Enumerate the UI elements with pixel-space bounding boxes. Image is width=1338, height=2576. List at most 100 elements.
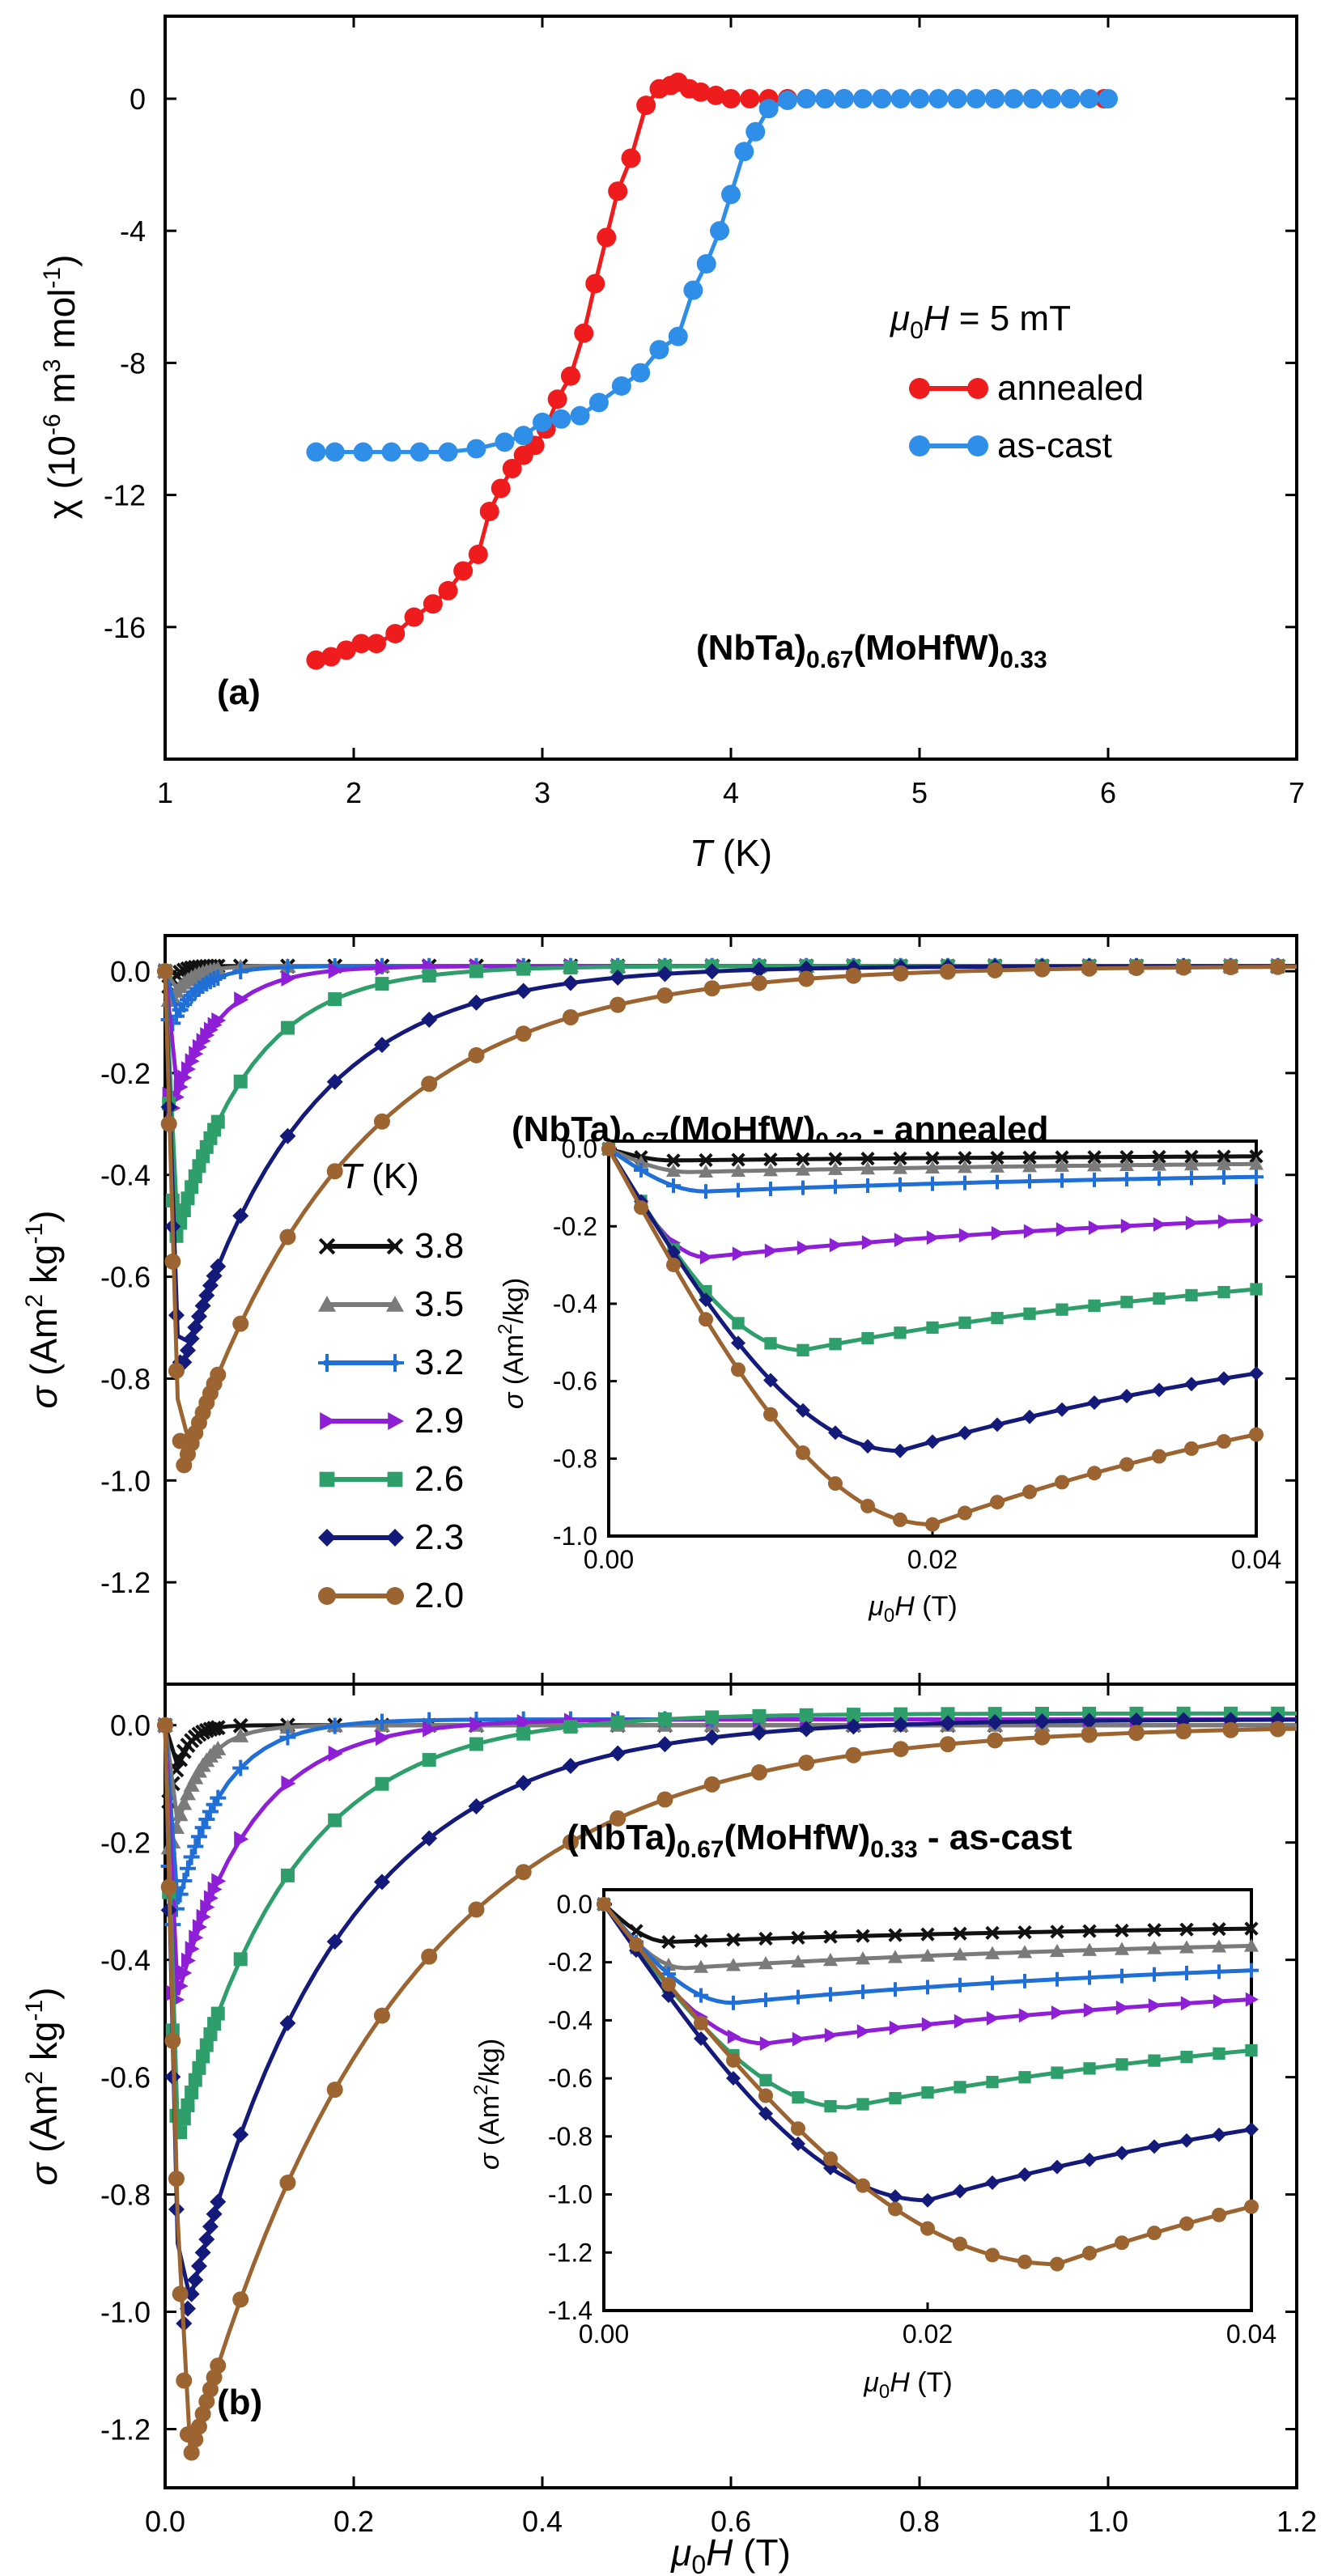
data-point [791, 1930, 805, 1945]
data-point [185, 1180, 199, 1195]
data-point [1152, 1382, 1166, 1398]
data-point [1152, 1157, 1166, 1171]
data-point [694, 1988, 708, 2003]
data-point [990, 1174, 1005, 1190]
data-point [176, 2111, 191, 2126]
data-point [947, 89, 967, 108]
data-point [928, 89, 949, 108]
y-tick-label: 0.0 [110, 1709, 151, 1742]
data-point [515, 1025, 532, 1042]
data-point [792, 2031, 805, 2047]
data-point [172, 1751, 189, 1768]
data-point [164, 2032, 181, 2049]
data-point [1185, 1216, 1199, 1231]
data-point [1222, 959, 1239, 976]
data-point [386, 1354, 404, 1372]
data-point [1212, 1922, 1226, 1937]
data-point [1175, 1723, 1192, 1740]
data-point [764, 1337, 777, 1350]
y-tick-label: -8 [120, 346, 146, 380]
data-point [210, 2006, 225, 2021]
data-point [610, 996, 627, 1013]
series-line [163, 1717, 1297, 1905]
data-point [1152, 1449, 1166, 1464]
data-point [232, 2126, 249, 2143]
inset-y-tick-label: -1.0 [548, 2180, 593, 2209]
data-point [1147, 2226, 1162, 2241]
data-point [328, 992, 342, 1007]
data-point [1148, 2054, 1161, 2067]
data-point [386, 1296, 404, 1312]
y-tick-label: -0.2 [100, 1057, 151, 1090]
data-point-stroke [828, 1152, 843, 1166]
data-point [1179, 1940, 1194, 1954]
legend-label: 3.5 [414, 1284, 464, 1324]
panel-b-label: (b) [217, 2383, 262, 2422]
data-point [210, 1114, 225, 1129]
data-point [176, 1795, 193, 1810]
data-point [1083, 2062, 1096, 2075]
inset-annealed-y-title: σ (Am2/kg) [495, 1278, 529, 1409]
data-point [1088, 1299, 1101, 1312]
data-point [610, 1715, 625, 1729]
data-point [991, 1311, 1004, 1325]
data-point [279, 1127, 296, 1144]
data-point [1055, 1402, 1069, 1417]
data-point-stroke [1179, 1922, 1194, 1937]
data-point [194, 2405, 211, 2422]
data-point [373, 2007, 390, 2024]
data-point [306, 442, 326, 462]
data-point [828, 1425, 843, 1441]
data-point [860, 1439, 875, 1454]
inset-series-T3.5 [601, 1141, 1264, 1178]
data-point [328, 962, 343, 979]
data-point [172, 1806, 189, 1822]
data-point [1115, 2145, 1129, 2161]
data-point [1050, 1943, 1064, 1958]
data-point [234, 991, 249, 1008]
y-tick-label: -0.4 [100, 1944, 151, 1977]
legend-t-title: T (K) [340, 1156, 419, 1196]
data-point [649, 340, 669, 360]
panel-b-chart: 0.0 -0.2 -0.4 -0.6 -0.8 -1.0 -1.2 0.0 0.2 0.4 0.6 0… [21, 934, 1317, 2576]
inset-y-tick-label: -1.0 [553, 1521, 597, 1551]
data-point [740, 89, 760, 108]
series-T2.9 [159, 957, 1297, 1117]
inset-x-tick-label: 0.02 [903, 2319, 953, 2349]
x-tick-label: 0.6 [711, 2505, 751, 2538]
data-point [985, 1946, 1000, 1959]
inset-x-tick-label: 0.00 [584, 1545, 634, 1574]
data-point [326, 1933, 343, 1950]
data-point [190, 2258, 207, 2275]
data-point [185, 1941, 200, 1958]
data-point [1079, 89, 1099, 108]
data-point [823, 1987, 838, 2002]
data-point [1217, 1434, 1231, 1449]
data-point-stroke [210, 1720, 226, 1736]
data-point [232, 1207, 249, 1224]
data-point [386, 1529, 404, 1547]
data-point [491, 478, 511, 499]
data-point [926, 1321, 939, 1335]
y-tick-label: 0 [130, 83, 146, 116]
data-point [1087, 1150, 1102, 1165]
x-tick-label: 0.2 [333, 2505, 374, 2538]
data-point [846, 1708, 860, 1722]
legend-entry-3.2: 3.2 [318, 1343, 464, 1382]
data-point [1055, 1158, 1069, 1172]
data-point [562, 1008, 579, 1025]
data-point [1213, 2047, 1225, 2060]
data-point [890, 89, 911, 108]
legend-ascast-marker [909, 435, 930, 456]
data-point [1022, 1150, 1037, 1165]
inset-annealed-x-title: μ0H (T) [868, 1591, 957, 1627]
data-point [198, 2231, 215, 2248]
data-point [1082, 1924, 1097, 1938]
data-point [318, 1354, 336, 1372]
y-tick-label: -0.8 [100, 1362, 151, 1395]
y-tick-label: -0.6 [100, 2061, 151, 2094]
data-point [502, 458, 522, 478]
data-point [699, 1184, 713, 1199]
data-point [181, 1061, 196, 1078]
x-tick-label: 0.4 [522, 2505, 563, 2538]
